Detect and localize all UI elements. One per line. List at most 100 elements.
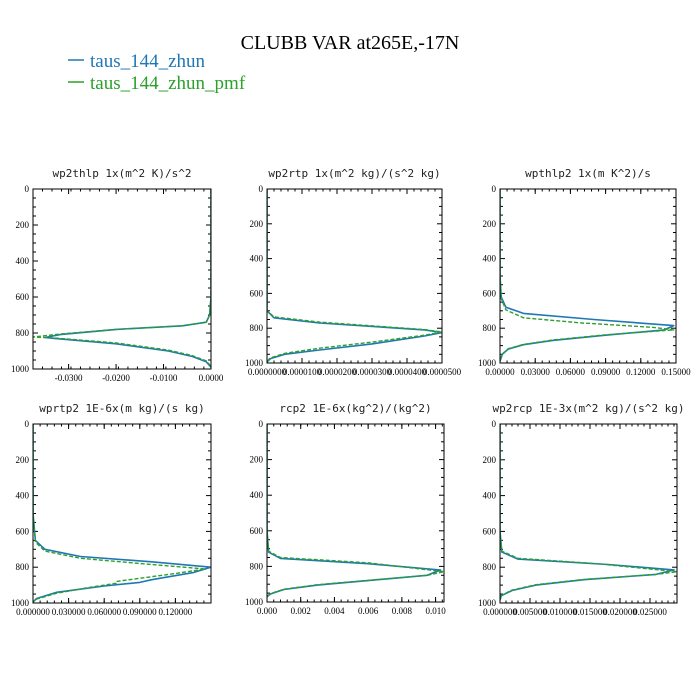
panel-1: wp2thlp 1x(m^2 K)/s^2 0 200 400 600 800 1000 -0…	[11, 167, 224, 383]
y-tick-label: 800	[16, 328, 30, 338]
x-tick-label: 0.006	[358, 606, 379, 616]
y-tick-label: 200	[483, 455, 497, 465]
panels: wp2thlp 1x(m^2 K)/s^2 0 200 400 600 800 1000 -0…	[11, 167, 691, 617]
panel-3: wpthlp2 1x(m K^2)/s 0 200 400 600 800 10000.00…	[478, 167, 691, 377]
legend-label-1: taus_144_zhun	[90, 51, 206, 72]
series-group	[500, 189, 675, 362]
plot-frame	[499, 423, 678, 604]
x-tick-label: 0.03000	[521, 367, 551, 377]
legend: taus_144_zhun taus_144_zhun_pmf	[68, 51, 246, 94]
y-tick-label: 800	[483, 562, 497, 572]
panel-title: wp2rtp 1x(m^2 kg)/(s^2 kg)	[268, 167, 440, 180]
y-tick-label: 600	[483, 288, 497, 298]
panel-6: wp2rcp 1E-3x(m^2 kg)/(s^2 kg) 0 200 400 600 8…	[478, 402, 685, 617]
x-tick-label: 0.12000	[626, 367, 656, 377]
x-tick-label: 0.002	[291, 606, 311, 616]
x-tick-label: 0.00000	[485, 367, 515, 377]
x-tick-label: 0.120000	[159, 607, 193, 617]
series-line-zhun	[267, 424, 442, 598]
y-tick-label: 400	[250, 490, 264, 500]
series-line-zhun	[500, 424, 675, 601]
y-tick-label: 200	[483, 219, 497, 229]
x-tick-label: 0.008	[392, 606, 413, 616]
series-group	[33, 189, 211, 368]
y-tick-label: 1000	[11, 598, 30, 608]
x-tick-label: 0.015000	[573, 607, 607, 617]
series-line-zhun-pmf	[33, 424, 206, 603]
x-tick-label: 0.000000	[483, 607, 517, 617]
panel-2: wp2rtp 1x(m^2 kg)/(s^2 kg) 0 200 400 600 800 1…	[245, 167, 462, 377]
panel-4: wprtp2 1E-6x(m kg)/(s kg) 0 200 400 600 800 10…	[11, 402, 212, 617]
series-line-zhun	[267, 189, 442, 363]
y-tick-label: 1000	[478, 358, 497, 368]
y-tick-label: 0	[492, 184, 497, 194]
x-tick-label: 0.004	[324, 606, 345, 616]
x-tick-label: 0.0000400	[388, 367, 427, 377]
legend-label-2: taus_144_zhun_pmf	[90, 73, 246, 94]
plot-frame	[266, 423, 445, 603]
series-line-zhun-pmf	[33, 189, 211, 367]
x-tick-label: 0.0000000	[248, 367, 287, 377]
x-tick-label: 0.025000	[633, 607, 667, 617]
x-tick-label: 0.060000	[87, 607, 121, 617]
y-tick-label: 200	[16, 455, 30, 465]
y-tick-label: 0	[259, 184, 264, 194]
y-tick-label: 1000	[11, 364, 30, 374]
y-tick-label: 0	[25, 184, 30, 194]
x-tick-label: -0.0100	[150, 373, 178, 383]
x-tick-label: 0.000	[257, 606, 278, 616]
series-group	[33, 424, 211, 603]
x-tick-label: 0.0000200	[318, 367, 357, 377]
series-line-zhun-pmf	[267, 189, 442, 362]
y-tick-label: 1000	[245, 597, 264, 607]
series-group	[500, 424, 677, 601]
plot-frame	[32, 423, 212, 604]
x-tick-label: 0.005000	[513, 607, 547, 617]
plot-frame	[32, 188, 212, 370]
y-tick-label: 600	[250, 288, 264, 298]
panel-title: wpthlp2 1x(m K^2)/s	[525, 167, 651, 180]
y-tick-label: 0	[25, 419, 30, 429]
y-tick-label: 400	[16, 491, 30, 501]
y-tick-label: 800	[250, 323, 264, 333]
panel-title: wp2thlp 1x(m^2 K)/s^2	[52, 167, 191, 180]
x-tick-label: 0.090000	[123, 607, 157, 617]
figure-title: CLUBB VAR at265E,-17N	[241, 32, 460, 54]
plot-frame	[499, 188, 677, 364]
plot-frame	[266, 188, 443, 364]
x-tick-label: 0.0000500	[423, 367, 462, 377]
y-tick-label: 1000	[478, 598, 497, 608]
x-tick-label: 0.09000	[591, 367, 621, 377]
y-tick-label: 800	[16, 562, 30, 572]
panel-title: rcp2 1E-6x(kg^2)/(kg^2)	[279, 402, 431, 415]
x-tick-label: 0.0000300	[353, 367, 392, 377]
x-tick-label: 0.030000	[52, 607, 86, 617]
x-tick-label: 0.000000	[16, 607, 50, 617]
series-group	[267, 424, 444, 598]
y-tick-label: 800	[483, 323, 497, 333]
series-line-zhun-pmf	[500, 189, 675, 361]
x-tick-label: 0.06000	[556, 367, 586, 377]
panel-5: rcp2 1E-6x(kg^2)/(kg^2) 0 200 400 600 800 1000…	[245, 402, 446, 616]
y-tick-label: 600	[250, 526, 264, 536]
y-tick-label: 400	[250, 254, 264, 264]
x-tick-label: 0.0000100	[283, 367, 322, 377]
x-tick-label: 0.15000	[661, 367, 691, 377]
series-line-zhun	[33, 424, 211, 603]
y-tick-label: 200	[250, 219, 264, 229]
series-line-zhun	[500, 189, 675, 362]
x-tick-label: 0.0000	[199, 373, 224, 383]
y-tick-label: 0	[259, 419, 264, 429]
y-tick-label: 400	[483, 254, 497, 264]
y-tick-label: 600	[483, 526, 497, 536]
x-tick-label: 0.010000	[543, 607, 577, 617]
panel-title: wprtp2 1E-6x(m kg)/(s kg)	[39, 402, 205, 415]
series-line-zhun-pmf	[500, 424, 677, 601]
y-tick-label: 200	[250, 455, 264, 465]
y-tick-label: 600	[16, 292, 30, 302]
y-tick-label: 600	[16, 526, 30, 536]
x-tick-label: 0.020000	[603, 607, 637, 617]
series-group	[267, 189, 442, 363]
y-tick-label: 400	[16, 256, 30, 266]
